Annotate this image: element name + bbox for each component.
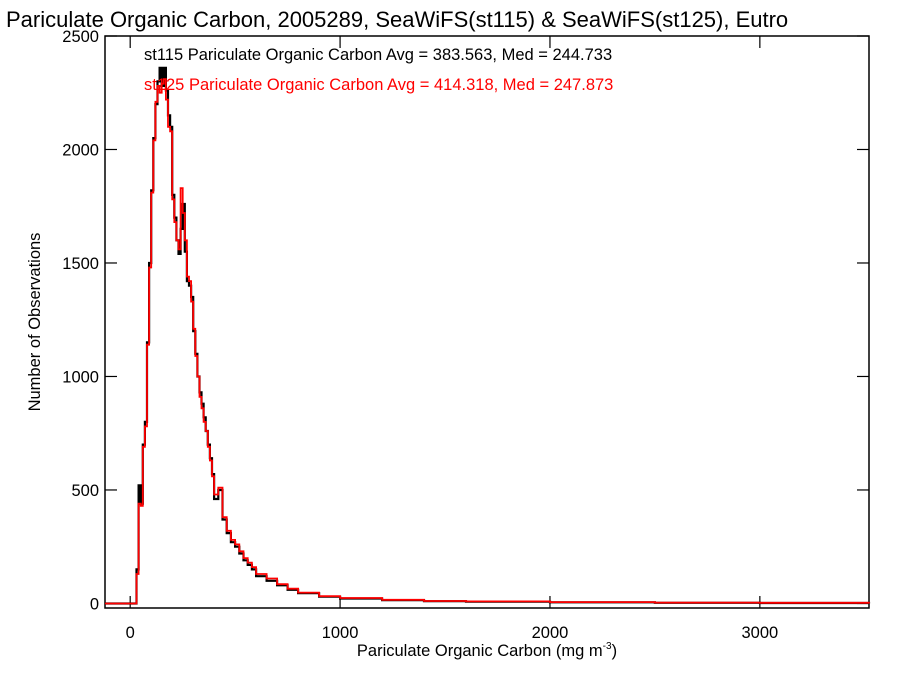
x-axis-label-close: ) (612, 642, 618, 660)
annotation-st125: st125 Pariculate Organic Carbon Avg = 41… (144, 76, 613, 94)
axis-tick-labels: 0 1000 2000 3000 0 500 1000 1500 2000 2500 (62, 28, 778, 642)
series-st125-histogram (105, 78, 870, 605)
axis-ticks (105, 35, 869, 608)
x-axis-label: Pariculate Organic Carbon (mg m-3) (357, 641, 617, 660)
y-axis-label: Number of Observations (26, 233, 44, 412)
x-tick-label-2: 2000 (532, 624, 569, 642)
y-tick-label-1: 500 (71, 482, 99, 500)
plot-frame (104, 35, 870, 609)
x-tick-label-3: 3000 (741, 624, 778, 642)
series-layer (105, 66, 871, 605)
x-axis-label-superscript: -3 (603, 641, 612, 652)
annotation-st115: st115 Pariculate Organic Carbon Avg = 38… (144, 46, 612, 64)
y-tick-label-2: 1000 (62, 368, 99, 386)
y-tick-label-4: 2000 (62, 141, 99, 159)
series-st115-histogram (105, 66, 871, 605)
y-tick-label-0: 0 (90, 595, 99, 613)
x-axis-label-main: Pariculate Organic Carbon (mg m (357, 642, 603, 660)
y-tick-label-3: 1500 (62, 255, 99, 273)
x-tick-label-0: 0 (126, 624, 135, 642)
x-tick-label-1: 1000 (322, 624, 359, 642)
y-tick-label-5: 2500 (62, 28, 99, 46)
chart-title: Pariculate Organic Carbon, 2005289, SeaW… (6, 7, 788, 32)
